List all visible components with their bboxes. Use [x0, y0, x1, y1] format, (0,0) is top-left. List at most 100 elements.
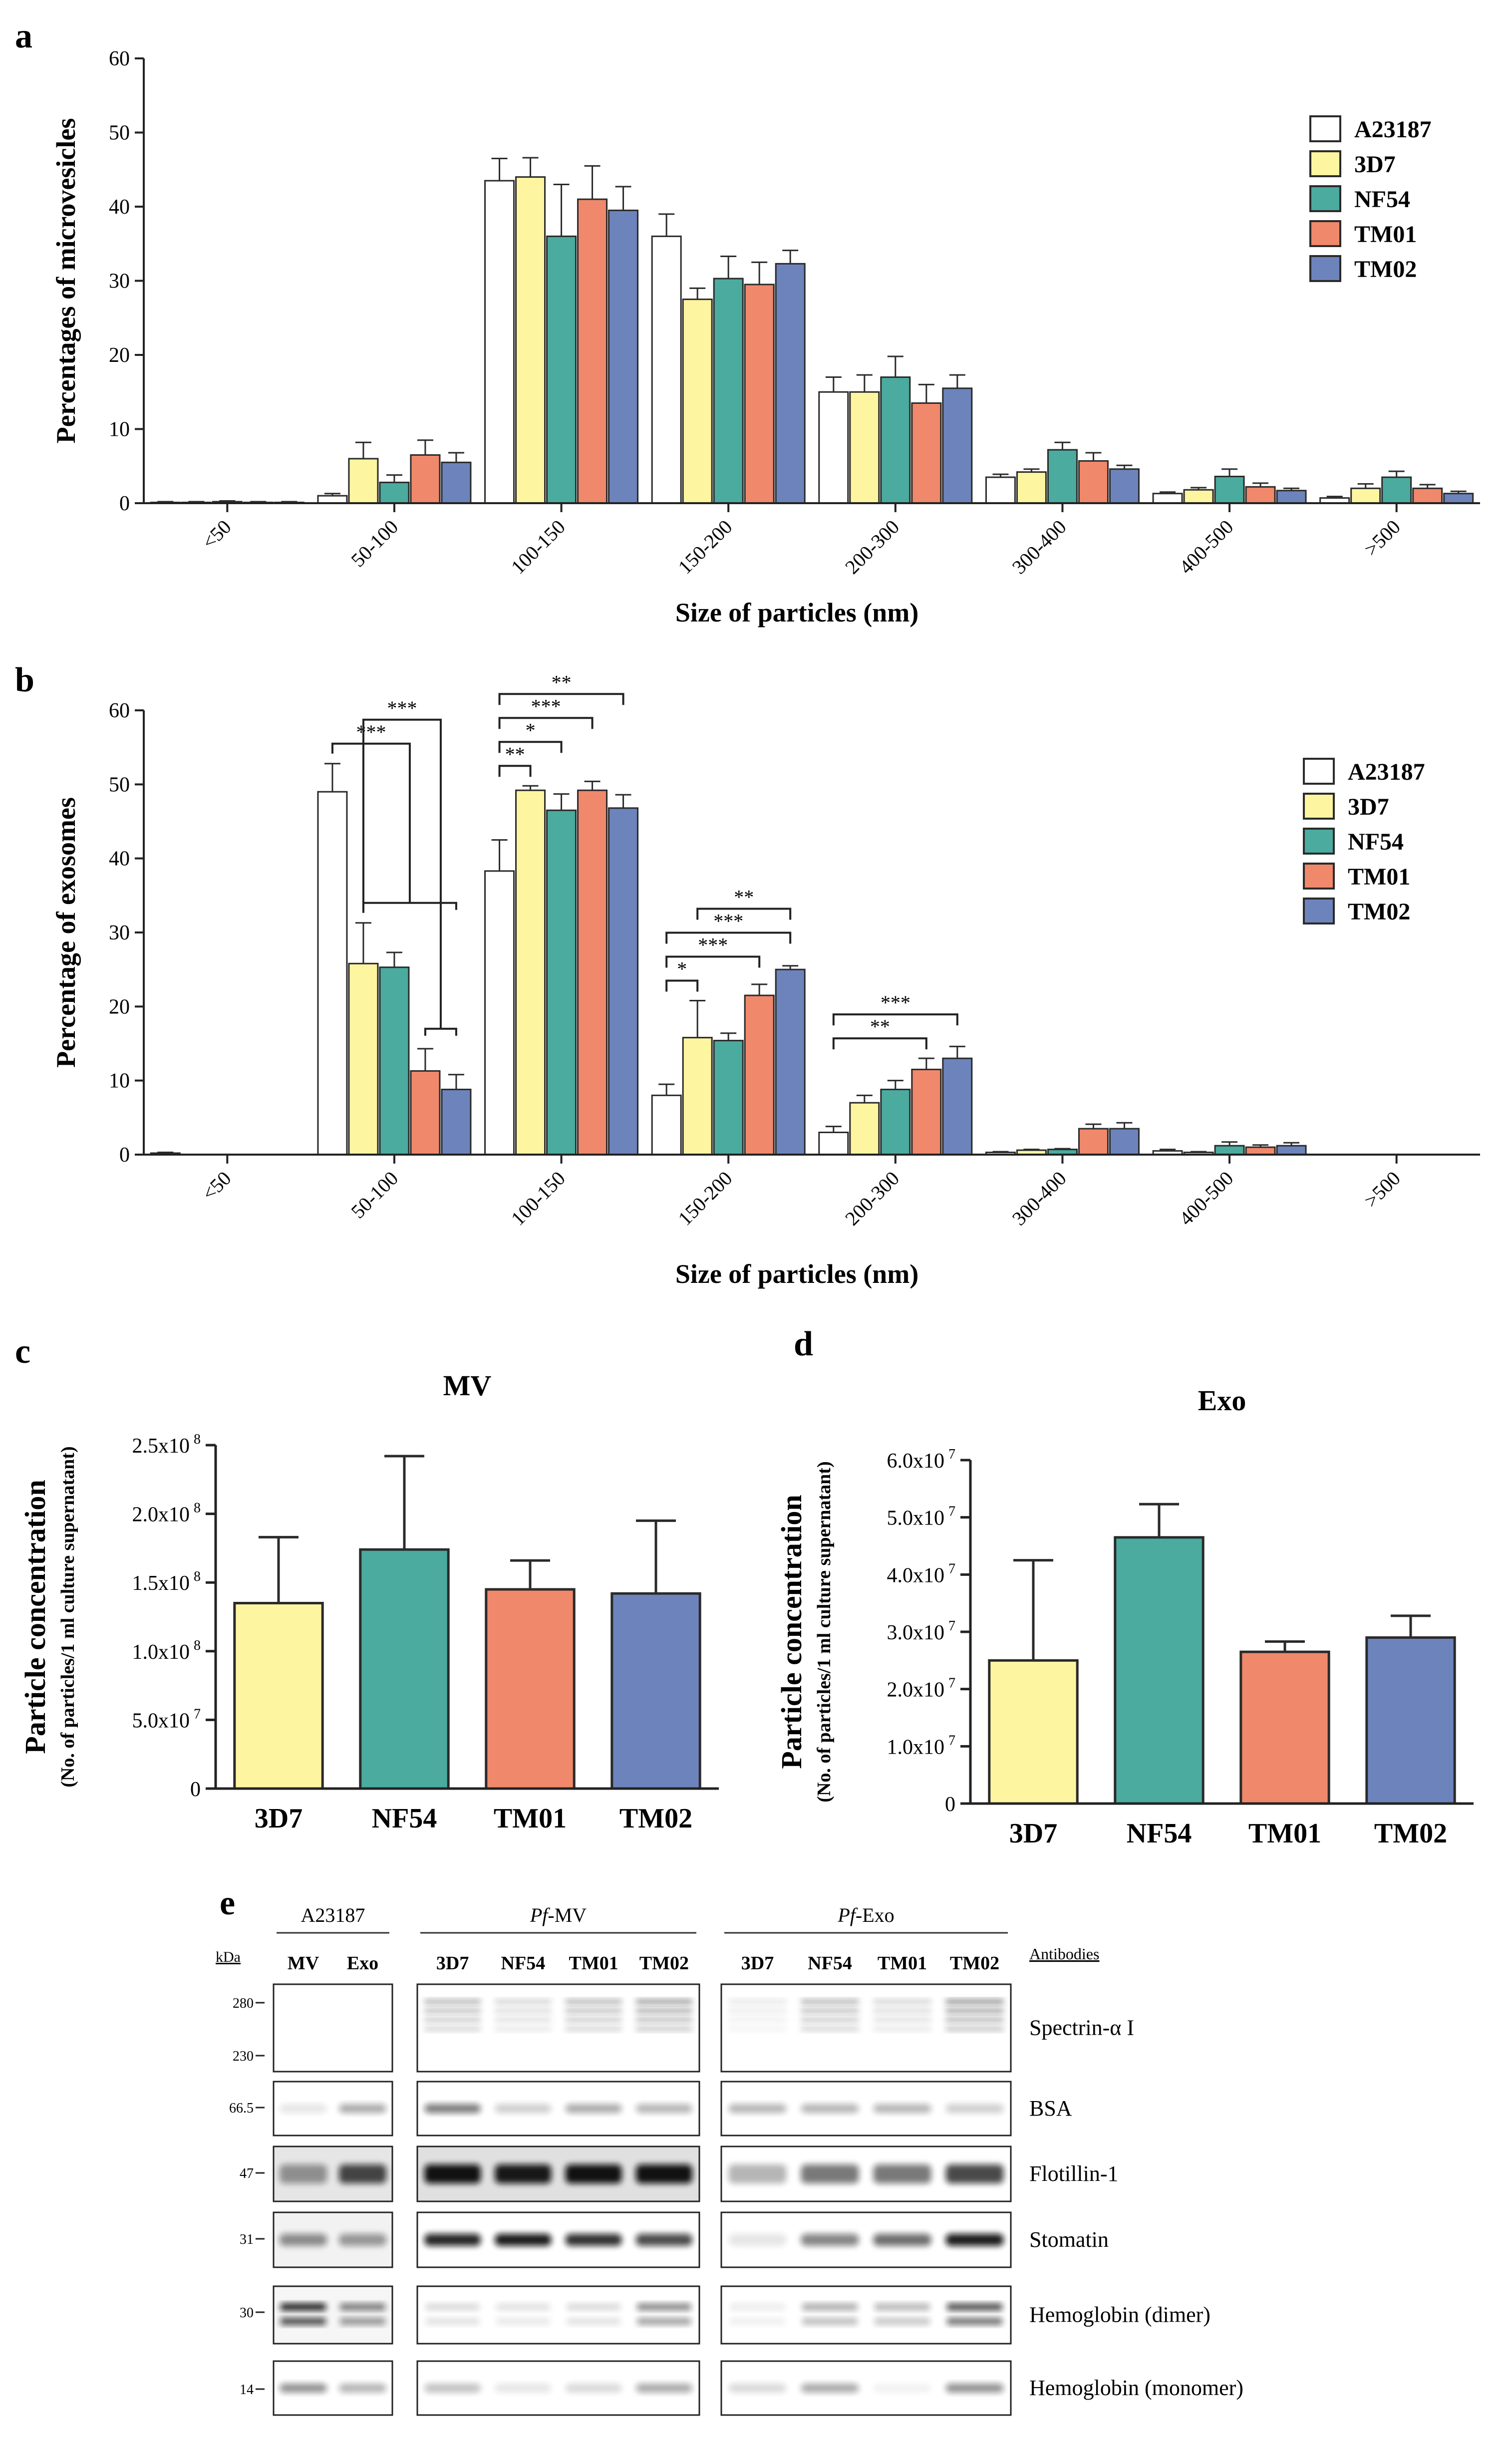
panel-a-chart: a 0 10 20 30 40 50 60 <50 50-100 100-150 150-200 200…: [15, 17, 1480, 627]
x-tick-label: 400-500: [1175, 1167, 1237, 1230]
blot-band: [873, 2164, 931, 2183]
blot-band: [281, 2318, 326, 2325]
blot-band: [565, 2026, 622, 2031]
lane-label-tm02: TM02: [950, 1953, 999, 1974]
blot-band: [730, 2318, 785, 2325]
x-tick-label: TM02: [619, 1803, 692, 1834]
y-tick-label: 40: [109, 848, 130, 871]
blot-band: [635, 2384, 692, 2393]
blot-band: [873, 2234, 931, 2246]
bar-3d7-200-300: [849, 1102, 880, 1156]
blot-band: [637, 2318, 691, 2325]
x-tick-label: <50: [198, 1167, 236, 1205]
blot-band: [637, 2303, 691, 2311]
significance-label: ***: [531, 695, 561, 717]
bar-nf54: [359, 1548, 450, 1790]
blot-band: [424, 2026, 481, 2031]
lane-label-exo: Exo: [347, 1953, 378, 1974]
blot-row-hemoglobin-monomer: 14 Hemoglobin (monomer): [240, 2360, 1243, 2416]
bar-tm02: [1365, 1636, 1456, 1805]
y-tick-label: 30: [109, 921, 130, 944]
blot-band: [565, 2104, 622, 2113]
x-tick-label: 300-400: [1008, 1167, 1071, 1230]
x-axis-label: Size of particles (nm): [675, 1259, 918, 1289]
antibody-label: Hemoglobin (dimer): [1029, 2303, 1210, 2327]
bracket-line: [498, 741, 563, 753]
lane-label-mv: MV: [288, 1953, 319, 1974]
y-tick-label: 50: [109, 122, 130, 145]
bar-tm01-50-100: [410, 454, 441, 504]
blot-band: [873, 2026, 931, 2031]
legend-label-nf54: NF54: [1354, 186, 1410, 213]
y-tick-label: 0: [119, 492, 130, 515]
blot-band: [565, 2164, 622, 2183]
blot-group-title-1: Pf-MV: [530, 1904, 587, 1926]
bar-a23187-100-150: [484, 870, 515, 1156]
group-title-italic: Pf: [837, 1904, 858, 1926]
legend-label-a23187: A23187: [1348, 759, 1425, 785]
x-tick-label: NF54: [372, 1803, 437, 1834]
panel-letter: a: [15, 17, 32, 55]
bar-tm02-300-400: [1109, 468, 1140, 504]
bracket-line: [362, 718, 442, 1029]
bar-a23187-50-100: [317, 495, 348, 504]
x-tick-label: TM01: [1248, 1818, 1321, 1849]
bar-tm02-300-400: [1109, 1128, 1140, 1156]
bar-nf54-400-500: [1214, 476, 1245, 504]
blot-band: [338, 2234, 387, 2246]
significance-label: *: [526, 719, 536, 741]
bar-tm02-200-300: [942, 387, 973, 504]
blot-band: [340, 2318, 385, 2325]
blot-band: [279, 2164, 327, 2183]
bracket-line: [696, 908, 792, 920]
x-tick-label: 400-500: [1175, 516, 1237, 579]
blot-band: [281, 2303, 326, 2311]
blot-band: [565, 2234, 622, 2246]
lane-label-tm02: TM02: [639, 1953, 689, 1974]
y-tick-label: 0: [190, 1778, 201, 1801]
significance-label: ***: [356, 721, 386, 743]
legend-label-3d7: 3D7: [1348, 794, 1389, 820]
antibody-label: BSA: [1029, 2096, 1072, 2121]
x-tick-label: <50: [198, 516, 236, 554]
blot-box: [720, 2285, 1012, 2345]
x-tick-label: 100-150: [507, 1167, 570, 1230]
significance-bracket-200-300-10: **: [832, 1015, 927, 1050]
chart-title: Exo: [1198, 1384, 1246, 1417]
lane-label-nf54: NF54: [501, 1953, 546, 1974]
bar-nf54-150-200: [713, 1040, 744, 1156]
blot-band: [873, 2008, 931, 2013]
bar-a23187-200-300: [818, 1132, 849, 1156]
bar-a23187-400-500: [1152, 493, 1183, 504]
bracket-group-line: [362, 902, 457, 910]
kda-label: kDa: [216, 1949, 241, 1965]
x-axis-label: Size of particles (nm): [675, 598, 918, 627]
blot-band: [495, 2017, 552, 2022]
y-tick-label: 1.0x10: [887, 1736, 945, 1759]
lane-label-3d7: 3D7: [741, 1953, 774, 1974]
blot-band: [728, 2008, 787, 2013]
kda-marker: 66.5: [229, 2101, 254, 2116]
legend-swatch-nf54: [1309, 185, 1341, 212]
blot-band: [873, 2384, 931, 2393]
blot-band: [635, 2164, 692, 2183]
group-title-rest: -Exo: [856, 1904, 895, 1926]
legend-swatch-a23187: [1309, 115, 1341, 142]
bar-tm02-400-500: [1276, 490, 1307, 504]
legend-swatch-nf54: [1303, 828, 1335, 855]
bar-3d7-50-100: [348, 458, 379, 504]
blot-band: [875, 2303, 930, 2311]
legend-label-3d7: 3D7: [1354, 151, 1396, 178]
y-axis-sublabel: (No. of particles/1 ml culture supernata…: [814, 1461, 835, 1802]
bracket-line: [665, 979, 699, 992]
bar-tm02-500: [1443, 493, 1474, 504]
blot-band: [495, 2026, 552, 2031]
kda-marker: 47: [240, 2166, 254, 2181]
y-tick-label: 50: [109, 773, 130, 796]
blot-row-spectrin-i: 280 230 Spectrin-α I: [233, 1983, 1134, 2073]
x-tick-label: NF54: [1127, 1818, 1192, 1849]
significance-bracket-150-200-9: **: [696, 886, 792, 920]
